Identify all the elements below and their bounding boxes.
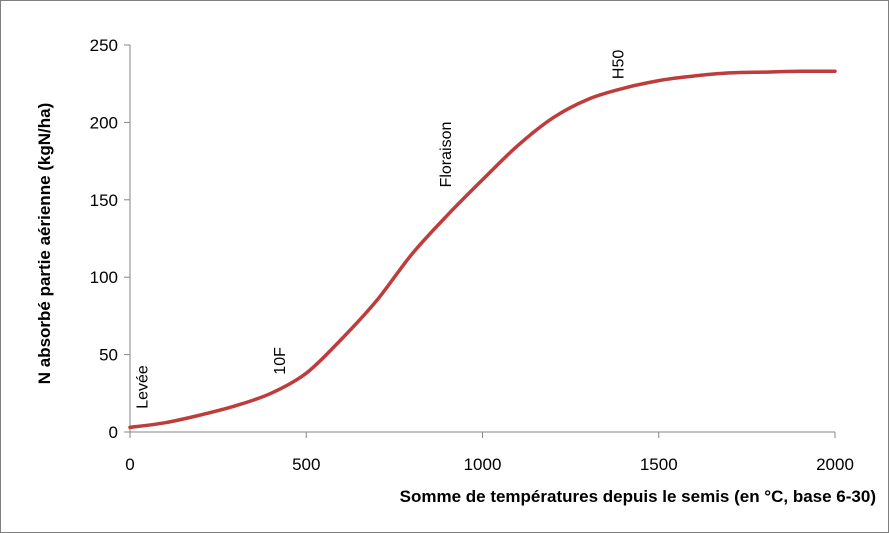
y-tick-label: 200 (90, 113, 118, 132)
x-tick-label: 2000 (816, 455, 854, 474)
x-tick-label: 1000 (464, 455, 502, 474)
y-tick-label: 100 (90, 268, 118, 287)
y-axis-title: N absorbé partie aérienne (kgN/ha) (35, 103, 54, 385)
axes (129, 45, 835, 433)
y-tick-label: 150 (90, 191, 118, 210)
annotations: Levée 10F Floraison H50 (135, 50, 628, 409)
series-line (128, 69, 837, 430)
y-tick-label: 250 (90, 36, 118, 55)
x-tick-label: 500 (292, 455, 320, 474)
x-tick-label: 1500 (640, 455, 678, 474)
annotation-label: Floraison (438, 122, 455, 188)
annotation-label: Levée (135, 365, 152, 409)
x-tick-label: 0 (125, 455, 134, 474)
annotation-label: H50 (610, 50, 627, 79)
y-tick-label: 0 (109, 423, 118, 442)
y-ticks: 0 50 100 150 200 250 (90, 36, 130, 442)
annotation-label: 10F (272, 347, 289, 375)
x-axis-title: Somme de températures depuis le semis (e… (400, 487, 876, 506)
x-ticks: 0 500 1000 1500 2000 (125, 432, 854, 474)
y-tick-label: 50 (99, 346, 118, 365)
